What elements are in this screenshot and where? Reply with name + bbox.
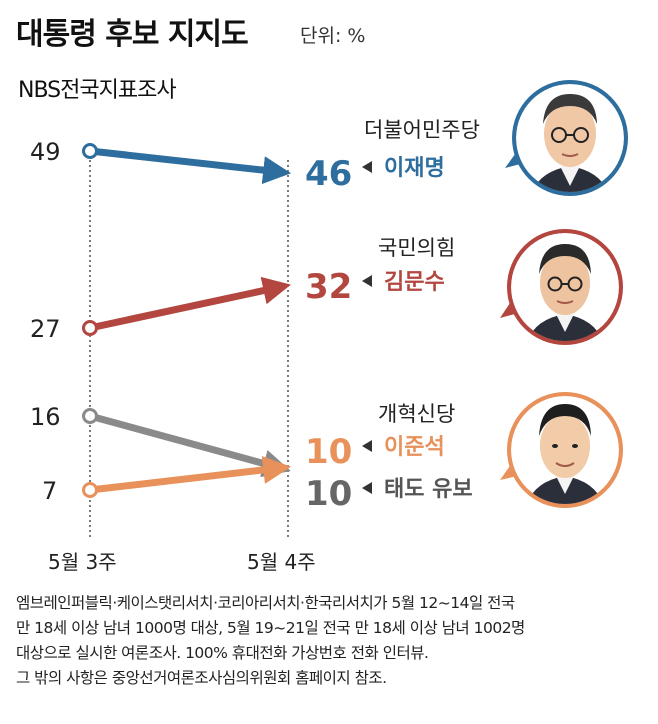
series-line-kim-moonsoo bbox=[89, 276, 291, 332]
right-value-lee-junseok: 10 bbox=[305, 432, 352, 472]
party-name-ppp: 국민의힘 bbox=[378, 236, 455, 260]
portrait-lee-junseok bbox=[500, 392, 623, 508]
left-value-lee-jaemyung: 49 bbox=[30, 138, 61, 166]
series-line-lee-junseok bbox=[89, 456, 292, 494]
start-point-lee-jaemyung bbox=[82, 143, 98, 159]
portrait-lee-jaemyung bbox=[505, 80, 628, 196]
start-point-undecided bbox=[82, 408, 98, 424]
footnote-line: 대상으로 실시한 여론조사. 100% 휴대전화 가상번호 전화 인터뷰. bbox=[16, 644, 429, 662]
footnote-line: 엠브레인퍼블릭·케이스탯리서치·코리아리서치·한국리서치가 5월 12~14일 … bbox=[16, 594, 515, 612]
candidate-name-kim-moonsoo: 김문수 bbox=[384, 270, 445, 295]
pointer-lee-junseok bbox=[362, 440, 372, 452]
candidate-name-lee-junseok: 이준석 bbox=[384, 435, 445, 460]
left-value-kim-moonsoo: 27 bbox=[30, 315, 61, 343]
party-name-reform: 개혁신당 bbox=[378, 402, 455, 426]
right-value-kim-moonsoo: 32 bbox=[305, 267, 352, 307]
start-point-lee-junseok bbox=[82, 482, 98, 498]
chart-title: 대통령 후보 지지도 bbox=[16, 17, 248, 52]
pointer-kim-moonsoo bbox=[362, 275, 372, 287]
poll-chart: 대통령 후보 지지도 단위: % NBS전국지표조사 49 27 16 7 46… bbox=[16, 17, 628, 574]
unit-label: 단위: % bbox=[300, 25, 365, 47]
left-value-lee-junseok: 7 bbox=[42, 477, 57, 505]
footnote: 엠브레인퍼블릭·케이스탯리서치·코리아리서치·한국리서치가 5월 12~14일 … bbox=[16, 591, 648, 691]
x-label-week3: 5월 3주 bbox=[48, 550, 117, 574]
left-value-undecided: 16 bbox=[30, 403, 61, 431]
party-name-democratic: 더불어민주당 bbox=[364, 118, 480, 142]
footnote-line: 그 밖의 사항은 중앙선거여론조사심의위원회 홈페이지 참조. bbox=[16, 669, 387, 687]
x-label-week4: 5월 4주 bbox=[247, 550, 316, 574]
right-value-lee-jaemyung: 46 bbox=[305, 154, 352, 194]
series-line-lee-jaemyung bbox=[89, 147, 292, 185]
label-undecided: 태도 유보 bbox=[384, 477, 473, 502]
series-line-undecided bbox=[89, 412, 291, 478]
portrait-kim-moonsoo bbox=[500, 229, 623, 345]
footnote-line: 만 18세 이상 남녀 1000명 대상, 5월 19~21일 전국 만 18세… bbox=[16, 619, 525, 637]
candidate-name-lee-jaemyung: 이재명 bbox=[384, 156, 445, 181]
start-point-kim-moonsoo bbox=[82, 320, 98, 336]
pointer-lee-jaemyung bbox=[362, 161, 372, 173]
source-label: NBS전국지표조사 bbox=[18, 78, 176, 103]
right-value-undecided: 10 bbox=[305, 474, 352, 514]
pointer-undecided bbox=[362, 482, 372, 494]
